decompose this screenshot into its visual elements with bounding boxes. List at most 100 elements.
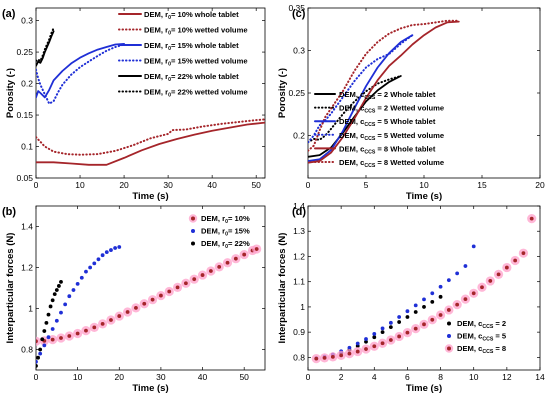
series-line-6 bbox=[308, 19, 460, 152]
y-tick-label: 0.25 bbox=[16, 47, 33, 57]
series-line-2 bbox=[308, 75, 402, 144]
y-tick-label: 1 bbox=[28, 304, 33, 314]
data-point bbox=[372, 332, 377, 336]
data-point bbox=[364, 339, 368, 344]
data-point bbox=[471, 291, 476, 296]
data-point bbox=[38, 351, 43, 356]
data-point bbox=[42, 329, 47, 333]
series-line-2 bbox=[36, 118, 265, 156]
x-tick-label: 0 bbox=[306, 372, 311, 382]
data-point bbox=[59, 310, 63, 315]
data-point bbox=[355, 349, 360, 354]
data-point bbox=[422, 305, 426, 309]
y-tick-label: 1.4 bbox=[293, 201, 305, 211]
panel-b: 0 10 20 30 40 50 0.8 1 1.2 1.4 Time (s) Interpartic… bbox=[2, 205, 266, 394]
panel-label: (b) bbox=[2, 206, 16, 218]
data-point bbox=[380, 326, 385, 331]
legend-label: DEM, cCCS = 8 bbox=[457, 344, 506, 355]
data-point bbox=[225, 260, 230, 265]
data-point bbox=[175, 285, 180, 290]
data-point bbox=[150, 297, 155, 302]
legend-swatch bbox=[447, 321, 451, 326]
data-point bbox=[100, 253, 105, 258]
data-point bbox=[217, 264, 222, 269]
data-point bbox=[347, 345, 352, 350]
x-tick-label: 50 bbox=[239, 372, 249, 382]
y-tick-label: 1.3 bbox=[293, 226, 305, 236]
data-point bbox=[84, 328, 88, 333]
data-point bbox=[380, 330, 385, 335]
y-tick-label: 1 bbox=[300, 302, 305, 312]
data-point bbox=[42, 343, 47, 348]
data-point bbox=[59, 336, 63, 340]
data-point bbox=[200, 273, 205, 277]
data-point bbox=[314, 356, 319, 361]
panel-a: 0 10 20 30 40 50 0.05 0.1 0.15 0.2 0.25 0.3 Time (s)… bbox=[2, 7, 266, 202]
data-point bbox=[413, 310, 418, 314]
data-area bbox=[36, 244, 262, 368]
data-point bbox=[364, 347, 368, 351]
data-area bbox=[36, 27, 265, 166]
data-point bbox=[438, 284, 443, 289]
data-point bbox=[438, 294, 443, 299]
data-point bbox=[413, 326, 418, 331]
legend-label: DEM, r0= 22% wetted volume bbox=[144, 88, 248, 99]
y-tick-label: 0.35 bbox=[288, 3, 305, 13]
data-point bbox=[109, 248, 113, 252]
y-tick-label: 0.3 bbox=[293, 46, 305, 56]
x-tick-label: 12 bbox=[502, 372, 512, 382]
data-point bbox=[109, 318, 113, 322]
x-tick-label: 0 bbox=[306, 180, 311, 190]
data-point bbox=[50, 298, 55, 303]
data-point bbox=[413, 303, 418, 308]
data-point bbox=[117, 245, 122, 249]
y-tick-label: 0.15 bbox=[16, 110, 33, 120]
legend-label: DEM, cCCS = 5 Whole tablet bbox=[339, 117, 436, 128]
data-point bbox=[59, 279, 63, 284]
series-line-5 bbox=[308, 20, 460, 164]
y-tick-label: 0.2 bbox=[293, 131, 305, 141]
data-point bbox=[405, 330, 410, 335]
x-axis-label: Time (s) bbox=[406, 383, 442, 394]
data-point bbox=[463, 264, 468, 268]
legend-label: DEM, cCCS = 2 bbox=[457, 319, 506, 330]
data-point bbox=[355, 341, 360, 346]
x-tick-label: 14 bbox=[535, 372, 545, 382]
series-line-4 bbox=[308, 34, 414, 144]
data-point bbox=[92, 325, 97, 330]
data-point bbox=[208, 269, 213, 273]
y-tick-label: 0.8 bbox=[293, 352, 305, 362]
x-tick-label: 20 bbox=[535, 180, 545, 190]
series-line-1 bbox=[36, 121, 265, 166]
panel-c: 0 5 10 15 20 0.2 0.25 0.3 0.35 Time (s) Porosity (… bbox=[277, 3, 545, 202]
data-point bbox=[388, 320, 393, 325]
legend-label: DEM, cCCS = 5 Wetted volume bbox=[339, 131, 444, 142]
panel-d: 0 2 4 6 8 10 12 14 0.8 0.9 1 1.1 1.2 1.3 1.4 Time (s) In… bbox=[277, 201, 545, 394]
legend-label: DEM, cCCS = 8 Wetted volume bbox=[339, 158, 444, 169]
data-point bbox=[233, 256, 238, 261]
data-point bbox=[480, 285, 484, 290]
plot-frame bbox=[307, 205, 541, 371]
data-point bbox=[50, 327, 55, 331]
data-point bbox=[167, 289, 172, 294]
x-axis-label: Time (s) bbox=[132, 383, 168, 394]
data-point bbox=[446, 308, 451, 312]
y-tick-label: 0.1 bbox=[21, 142, 33, 152]
data-point bbox=[46, 335, 51, 340]
data-point bbox=[438, 313, 443, 317]
data-point bbox=[504, 265, 509, 270]
data-point bbox=[54, 288, 59, 292]
x-tick-label: 10 bbox=[73, 372, 83, 382]
plot-frame bbox=[35, 7, 266, 179]
data-point bbox=[330, 354, 335, 359]
y-axis-label: Interparticular forces (N) bbox=[277, 233, 288, 344]
legend-label: DEM, r0= 10% bbox=[201, 214, 250, 225]
x-axis-label: Time (s) bbox=[132, 191, 168, 202]
data-point bbox=[513, 258, 518, 263]
data-point bbox=[142, 301, 147, 306]
series-line-6 bbox=[36, 27, 55, 62]
y-tick-label: 0.2 bbox=[21, 79, 33, 89]
data-point bbox=[40, 337, 45, 342]
